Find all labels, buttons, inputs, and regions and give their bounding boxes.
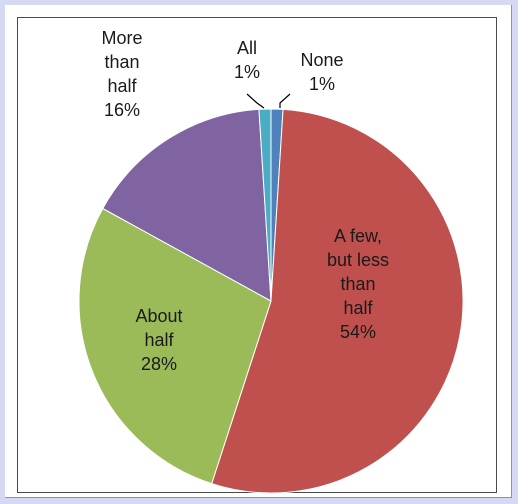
- pie-slice-about-half: [78, 207, 272, 485]
- pie-slice-a-few-but-less-than-half: [211, 108, 464, 494]
- pie-slices: [78, 108, 464, 494]
- chart-frame: None 1% A few, but less than half 54% About half…: [5, 5, 512, 498]
- leader-line-all: [246, 93, 265, 109]
- data-labels: None 1% A few, but less than half 54% About half…: [101, 28, 389, 374]
- data-label-all: All 1%: [234, 38, 260, 82]
- chart-plot-area: None 1% A few, but less than half 54% About half…: [17, 17, 497, 494]
- data-label-about-half: About half 28%: [135, 306, 182, 374]
- pie-slice-all: [258, 108, 272, 302]
- pie-slice-more-than-half: [102, 108, 272, 302]
- data-label-none: None 1%: [300, 50, 343, 94]
- leader-lines: [246, 93, 291, 109]
- data-label-a-few-but-less-than-half: A few, but less than half 54%: [327, 226, 389, 342]
- pie-chart: None 1% A few, but less than half 54% About half…: [78, 28, 464, 494]
- data-label-more-than-half: More than half 16%: [101, 28, 142, 120]
- leader-line-none: [279, 93, 291, 108]
